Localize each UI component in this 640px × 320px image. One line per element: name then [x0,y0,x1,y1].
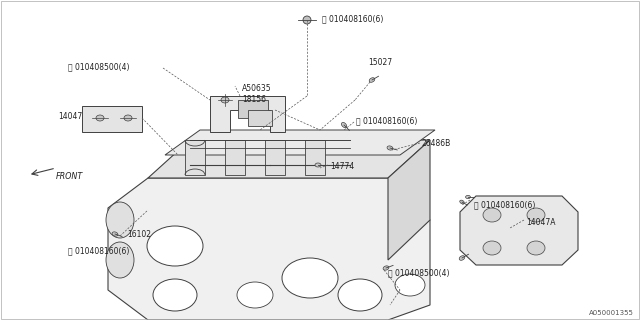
Text: Ⓑ 010408500(4): Ⓑ 010408500(4) [68,62,129,71]
Ellipse shape [124,115,132,121]
Text: 16102: 16102 [127,230,151,239]
Polygon shape [210,96,285,132]
Text: FRONT: FRONT [56,172,83,181]
Ellipse shape [221,97,229,103]
Polygon shape [225,140,245,175]
Text: A050001355: A050001355 [589,310,634,316]
Ellipse shape [387,146,393,150]
Ellipse shape [315,163,321,167]
Ellipse shape [237,282,273,308]
Ellipse shape [153,279,197,311]
Ellipse shape [369,78,375,82]
Polygon shape [388,140,430,260]
Text: 18156: 18156 [242,95,266,104]
Polygon shape [165,130,435,155]
Ellipse shape [96,115,104,121]
Text: 14047: 14047 [58,112,83,121]
Polygon shape [148,140,430,178]
Polygon shape [82,106,142,132]
Ellipse shape [483,208,501,222]
Text: Ⓑ 010408160(6): Ⓑ 010408160(6) [68,246,129,255]
Text: 15027: 15027 [368,58,392,67]
Ellipse shape [527,241,545,255]
Ellipse shape [383,266,389,270]
Text: Ⓑ 010408160(6): Ⓑ 010408160(6) [322,14,383,23]
Polygon shape [108,178,430,320]
Ellipse shape [466,196,470,199]
Ellipse shape [106,202,134,238]
Polygon shape [460,196,578,265]
Text: Ⓑ 010408160(6): Ⓑ 010408160(6) [356,116,417,125]
Polygon shape [185,140,205,175]
Polygon shape [238,100,268,118]
Text: Ⓑ 010408500(4): Ⓑ 010408500(4) [388,268,449,277]
Ellipse shape [395,274,425,296]
Polygon shape [265,140,285,175]
Ellipse shape [338,279,382,311]
Polygon shape [305,140,325,175]
Text: Ⓑ 010408160(6): Ⓑ 010408160(6) [474,200,536,209]
Ellipse shape [112,232,118,236]
Ellipse shape [282,258,338,298]
Polygon shape [248,110,272,126]
Ellipse shape [106,242,134,278]
Text: 26486B: 26486B [422,139,451,148]
Ellipse shape [460,200,464,204]
Ellipse shape [527,208,545,222]
Text: 14774: 14774 [330,162,355,171]
Text: A50635: A50635 [242,84,271,93]
Ellipse shape [303,16,311,24]
Ellipse shape [483,241,501,255]
Ellipse shape [460,256,465,260]
Text: 14047A: 14047A [526,218,556,227]
Ellipse shape [147,226,203,266]
Ellipse shape [342,123,346,128]
